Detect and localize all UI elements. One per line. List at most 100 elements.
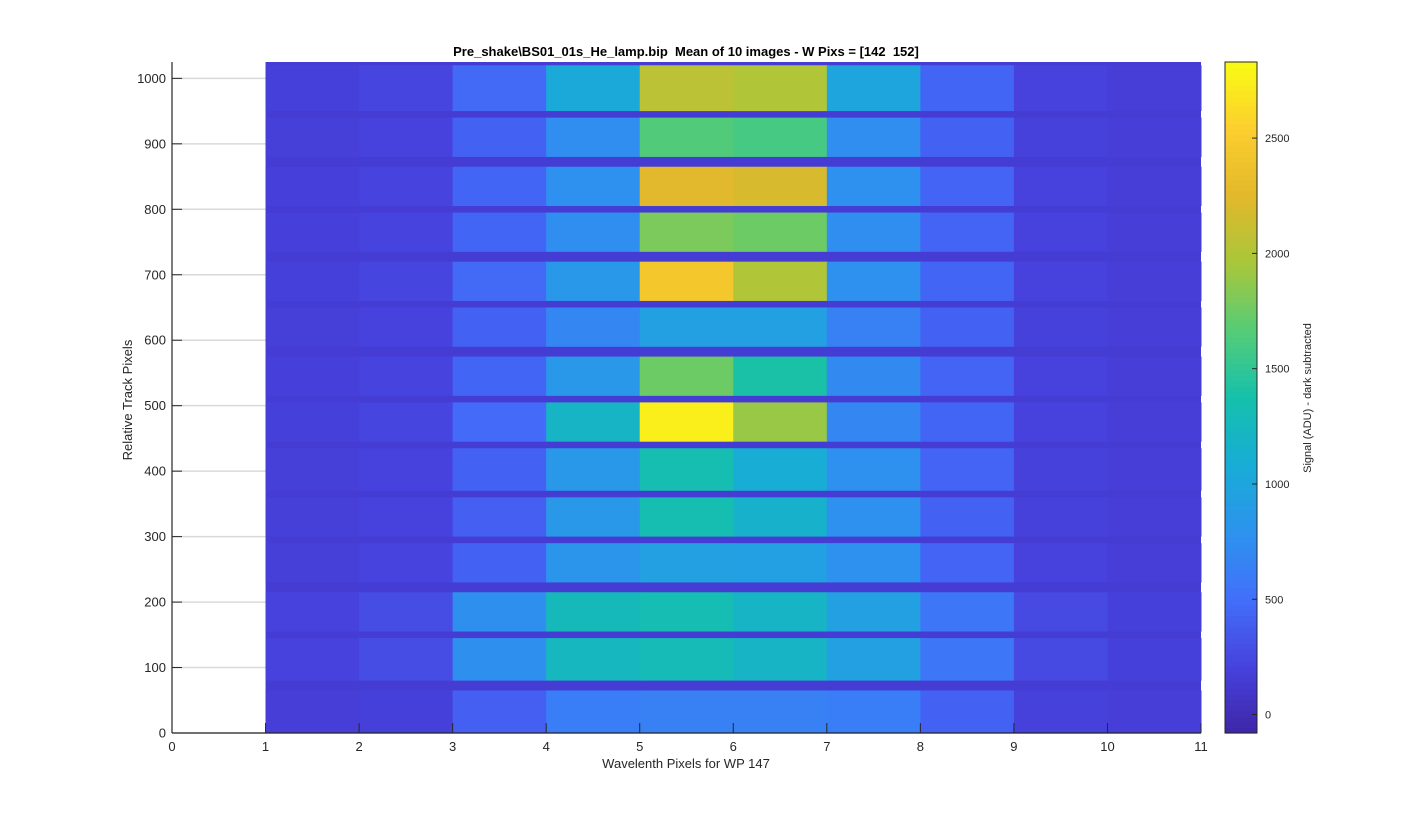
- x-axis-label: Wavelenth Pixels for WP 147: [602, 756, 770, 771]
- heatmap-cell: [359, 638, 454, 681]
- colorbar-segment: [1225, 140, 1257, 147]
- heatmap-cell: [920, 638, 1015, 681]
- y-tick-label: 0: [159, 726, 166, 741]
- colorbar-segment: [1225, 559, 1257, 566]
- colorbar-segment: [1225, 218, 1257, 225]
- heatmap-cell: [452, 543, 547, 583]
- heatmap-cell: [1107, 166, 1202, 207]
- heatmap-cell: [1107, 307, 1202, 347]
- heatmap-cell: [733, 638, 828, 681]
- heatmap-cell: [546, 356, 641, 396]
- heatmap-cell: [920, 212, 1015, 252]
- heatmap-cell: [733, 543, 828, 583]
- heatmap-cell: [546, 117, 641, 157]
- heatmap-cell: [265, 497, 360, 537]
- heatmap-cell: [826, 356, 921, 396]
- heatmap-cell: [359, 261, 454, 301]
- colorbar-segment: [1225, 291, 1257, 298]
- heatmap-cell: [826, 307, 921, 347]
- heatmap-cell: [452, 448, 547, 491]
- colorbar-tick-label: 1000: [1265, 479, 1289, 491]
- x-tick-label: 6: [730, 739, 737, 754]
- colorbar-segment: [1225, 509, 1257, 516]
- heatmap-cell: [1013, 448, 1108, 491]
- heatmap-cell: [359, 592, 454, 632]
- y-tick-label: 300: [144, 529, 166, 544]
- colorbar-segment: [1225, 190, 1257, 197]
- colorbar-frame: [1224, 61, 1258, 734]
- colorbar-segment: [1225, 431, 1257, 438]
- colorbar-segment: [1225, 179, 1257, 186]
- heatmap-cell: [359, 212, 454, 252]
- colorbar-segment: [1225, 313, 1257, 320]
- heatmap-cell: [452, 638, 547, 681]
- colorbar-segment: [1225, 403, 1257, 410]
- heatmap-cell: [265, 307, 360, 347]
- heatmap-cell: [546, 166, 641, 207]
- heatmap-cell: [733, 212, 828, 252]
- heatmap-cell: [546, 65, 641, 112]
- heatmap-cell: [920, 65, 1015, 112]
- colorbar-segment: [1225, 62, 1257, 69]
- colorbar-segment: [1225, 397, 1257, 404]
- colorbar-segment: [1225, 677, 1257, 684]
- heatmap-cell: [733, 402, 828, 442]
- heatmap-cell: [1013, 638, 1108, 681]
- heatmap-cell: [1013, 543, 1108, 583]
- y-tick-label: 1000: [137, 71, 166, 86]
- colorbar-segment: [1225, 252, 1257, 259]
- x-tick-label: 5: [636, 739, 643, 754]
- y-tick-label: 600: [144, 333, 166, 348]
- heatmap-cell: [1107, 212, 1202, 252]
- colorbar-segment: [1225, 537, 1257, 544]
- colorbar-segment: [1225, 134, 1257, 141]
- colorbar-segment: [1225, 168, 1257, 175]
- colorbar-segment: [1225, 554, 1257, 561]
- colorbar-segment: [1225, 526, 1257, 533]
- heatmap-cell: [452, 261, 547, 301]
- colorbar-segment: [1225, 447, 1257, 455]
- heatmap-cell: [733, 117, 828, 157]
- colorbar-segment: [1225, 453, 1257, 460]
- heatmap-cell: [546, 690, 641, 733]
- heatmap-cell: [920, 117, 1015, 157]
- heatmap-cell: [826, 592, 921, 632]
- heatmap-cell: [452, 690, 547, 733]
- heatmap-cell: [1107, 356, 1202, 396]
- heatmap-cell: [826, 166, 921, 207]
- heatmap-cell: [359, 166, 454, 207]
- colorbar-segment: [1225, 330, 1257, 337]
- colorbar-segment: [1225, 671, 1257, 678]
- heatmap-cell: [452, 65, 547, 112]
- heatmap-cell: [826, 497, 921, 537]
- heatmap-cell: [1107, 402, 1202, 442]
- heatmap-cell: [1013, 356, 1108, 396]
- heatmap-cell: [920, 402, 1015, 442]
- x-tick-label: 7: [823, 739, 830, 754]
- colorbar-segment: [1225, 576, 1257, 583]
- chart-title: Pre_shake\BS01_01s_He_lamp.bip Mean of 1…: [453, 44, 919, 59]
- colorbar-segment: [1225, 503, 1257, 510]
- colorbar-segment: [1225, 157, 1257, 164]
- heatmap-cell: [265, 638, 360, 681]
- heatmap-cell: [733, 307, 828, 347]
- colorbar-segment: [1225, 112, 1257, 119]
- heatmap-cell: [826, 402, 921, 442]
- colorbar-segment: [1225, 665, 1257, 673]
- colorbar-segment: [1225, 654, 1257, 661]
- colorbar-segment: [1225, 593, 1257, 600]
- heatmap-cell: [1013, 307, 1108, 347]
- heatmap-cell: [639, 261, 734, 301]
- colorbar-segment: [1225, 106, 1257, 113]
- x-tick-label: 3: [449, 739, 456, 754]
- heatmap-cell: [920, 543, 1015, 583]
- y-axis-label: Relative Track Pixels: [120, 339, 135, 460]
- heatmap-cell: [1107, 65, 1202, 112]
- colorbar-segment: [1225, 285, 1257, 292]
- heatmap-cell: [920, 497, 1015, 537]
- colorbar-segment: [1225, 598, 1257, 605]
- heatmap-cell: [1107, 543, 1202, 583]
- colorbar-segment: [1225, 302, 1257, 309]
- heatmap-cell: [639, 690, 734, 733]
- heatmap-cell: [265, 117, 360, 157]
